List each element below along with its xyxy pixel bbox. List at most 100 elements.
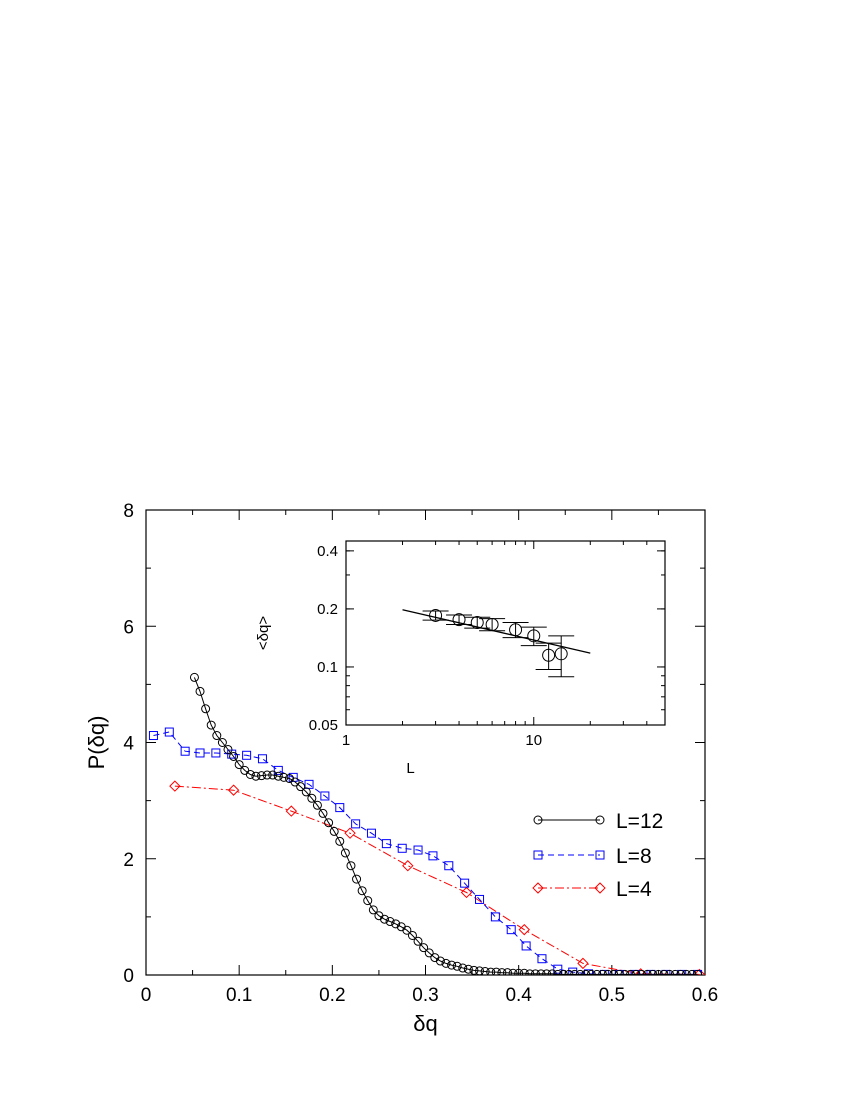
data-point (285, 805, 298, 817)
inset-data-point (535, 642, 562, 671)
data-point (460, 886, 473, 899)
inset-y-tick-label: 0.2 (317, 601, 338, 618)
legend-marker (532, 882, 544, 894)
data-point (648, 969, 658, 975)
data-point (603, 969, 613, 975)
data-point (637, 969, 647, 975)
inset-plot: 1 10 0.05 0.1 0.2 0.4 L <δq> (255, 540, 666, 777)
inset-x-axis-label: L (406, 760, 414, 777)
data-point (491, 967, 501, 975)
data-point (475, 894, 485, 904)
data-point (575, 969, 585, 975)
data-point (458, 963, 468, 973)
inset-y-tick-label: 0.1 (317, 659, 338, 676)
data-point (542, 969, 552, 975)
data-point (273, 765, 283, 775)
data-point (380, 914, 390, 924)
data-point (164, 727, 174, 737)
series-line (174, 785, 700, 975)
data-point (223, 744, 233, 754)
data-point (402, 925, 412, 935)
inset-data-point (520, 626, 547, 647)
data-point (279, 772, 289, 782)
data-point (424, 948, 434, 958)
data-point (368, 905, 378, 915)
inset-data-point (502, 622, 529, 639)
data-point (581, 969, 591, 975)
data-point (335, 836, 345, 846)
legend-entry: L=12 (533, 810, 663, 833)
inset-marker (527, 629, 541, 643)
data-point (620, 969, 630, 975)
data-point (447, 960, 457, 970)
data-point (245, 769, 255, 779)
x-tick-label: 0.6 (692, 985, 718, 1006)
data-point (460, 878, 470, 888)
data-point (463, 964, 473, 974)
legend: L=12 L=8 L=4 (532, 810, 663, 901)
inset-data-point (422, 608, 449, 622)
data-point (268, 770, 278, 780)
data-point (381, 839, 391, 849)
data-point (502, 968, 512, 975)
data-point (189, 672, 199, 682)
data-point (402, 860, 414, 872)
inset-marker (542, 648, 556, 662)
data-point (304, 779, 314, 789)
y-tick-label: 4 (123, 734, 134, 755)
data-point (614, 969, 624, 975)
data-point (413, 936, 423, 946)
inset-x-tick-label: 10 (525, 732, 542, 749)
data-point (242, 750, 252, 760)
y-tick-label: 2 (123, 850, 134, 871)
data-point (206, 720, 216, 730)
data-point (625, 969, 635, 975)
data-point (413, 845, 423, 855)
data-point (329, 826, 339, 836)
data-point (525, 969, 535, 975)
inset-marker (485, 618, 499, 632)
data-point (518, 923, 530, 936)
legend-marker (595, 815, 605, 825)
data-point (397, 843, 407, 853)
data-point (670, 969, 680, 975)
data-point (553, 964, 563, 974)
data-point (609, 969, 619, 975)
data-point (490, 912, 500, 922)
inset-y-tick-label: 0.05 (309, 717, 338, 734)
data-point (514, 968, 524, 975)
inset-marker (509, 623, 523, 637)
data-point (469, 965, 479, 975)
data-point (480, 967, 490, 975)
data-point (352, 874, 362, 884)
data-point (564, 969, 574, 975)
data-point (229, 751, 239, 761)
data-point (363, 896, 373, 906)
data-point (324, 818, 334, 828)
y-tick-label: 6 (123, 617, 134, 638)
series-l-12 (189, 672, 703, 975)
data-point (553, 969, 563, 975)
data-point (452, 961, 462, 971)
data-point (486, 967, 496, 975)
data-point (407, 930, 417, 940)
data-point (558, 969, 568, 975)
inset-data-point (548, 635, 575, 678)
data-point (570, 969, 580, 975)
inset-data-point (446, 613, 473, 627)
data-point (340, 848, 350, 858)
data-point (475, 966, 485, 975)
x-tick-label: 0.2 (319, 985, 345, 1006)
data-point (428, 851, 438, 861)
data-point (676, 969, 686, 975)
series-l-8 (148, 727, 703, 975)
data-point (148, 731, 158, 741)
data-point (506, 925, 516, 935)
data-point (419, 943, 429, 953)
data-point (444, 861, 454, 871)
series-line (153, 731, 698, 975)
data-point (320, 791, 330, 801)
inset-data-point (479, 618, 506, 632)
data-point (653, 969, 663, 975)
